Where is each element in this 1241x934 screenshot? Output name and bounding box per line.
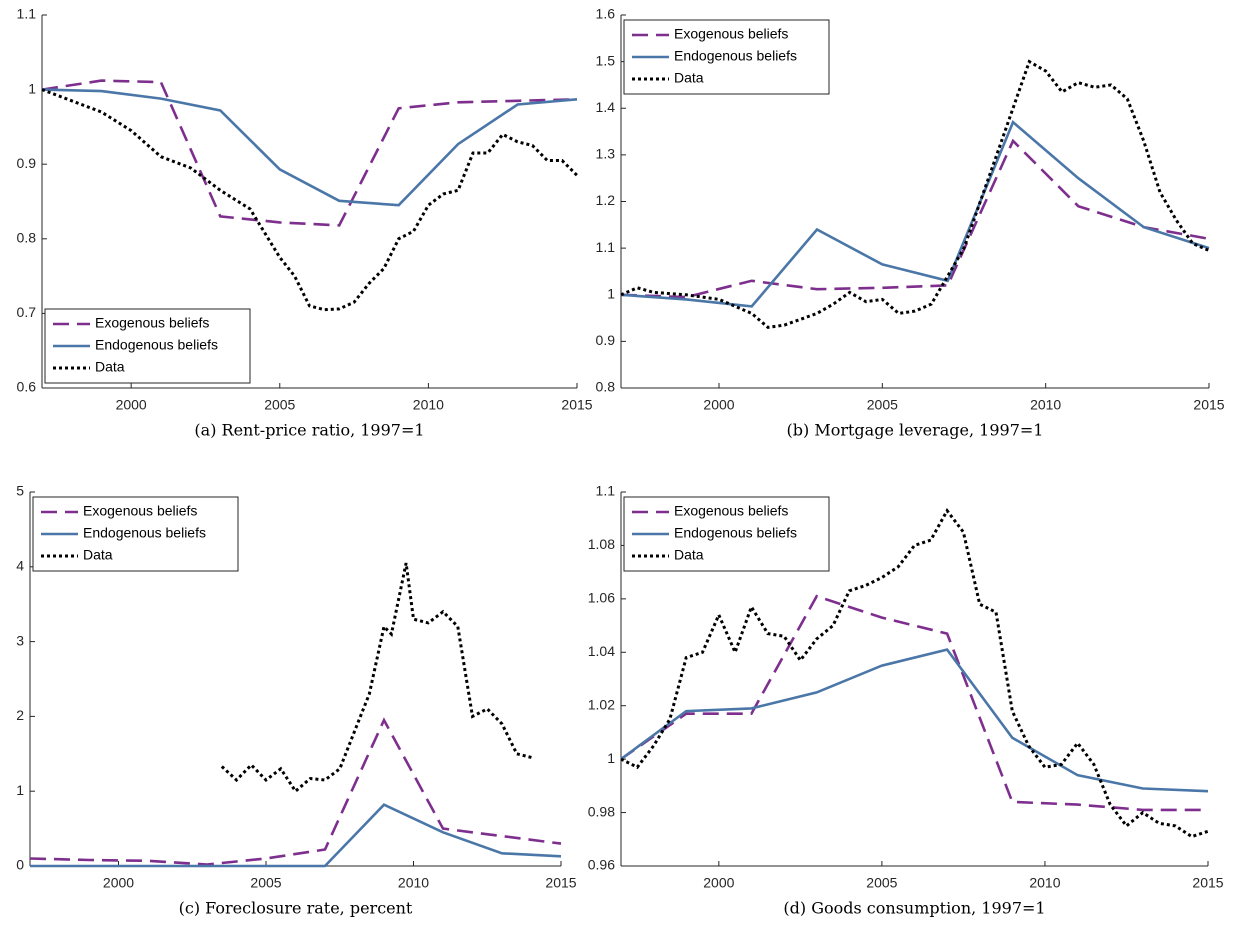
legend-label: Endogenous beliefs bbox=[674, 525, 797, 541]
panel: 0.8 0.9 1 1.1 1.2 1.3 1.4 1.5 1.6 2000 2005 2010 201… bbox=[596, 6, 1225, 440]
x-tick-label: 2005 bbox=[264, 397, 295, 413]
y-tick-label: 1.1 bbox=[596, 483, 616, 499]
y-tick-label: 1.5 bbox=[596, 52, 616, 68]
x-tick-label: 2000 bbox=[703, 875, 734, 891]
legend-label: Endogenous beliefs bbox=[674, 48, 797, 64]
y-tick-label: 1.4 bbox=[596, 99, 616, 115]
legend-label: Exogenous beliefs bbox=[674, 503, 788, 519]
series-line bbox=[41, 88, 578, 207]
y-tick-label: 0.8 bbox=[596, 379, 616, 395]
caption: (c) Foreclosure rate, percent bbox=[179, 899, 413, 918]
x-tick-label: 2010 bbox=[1030, 397, 1061, 413]
y-tick-label: 1.3 bbox=[596, 146, 616, 162]
y-tick-label: 1.02 bbox=[588, 696, 615, 712]
y-tick-label: 1.04 bbox=[588, 643, 615, 659]
panel: 0.6 0.7 0.8 0.9 1 1.1 2000 2005 2010 2015 Exogenou… bbox=[17, 6, 593, 440]
legend-label: Exogenous beliefs bbox=[674, 26, 788, 42]
x-tick-label: 2005 bbox=[867, 397, 898, 413]
x-tick-label: 2005 bbox=[866, 875, 897, 891]
legend-label: Data bbox=[674, 547, 704, 563]
y-tick-label: 5 bbox=[16, 483, 24, 499]
legend-label: Exogenous beliefs bbox=[95, 315, 209, 331]
series-line bbox=[620, 138, 1210, 299]
y-tick-label: 1.1 bbox=[596, 239, 616, 255]
series-line bbox=[220, 562, 532, 794]
x-tick-label: 2000 bbox=[703, 397, 734, 413]
x-tick-label: 2000 bbox=[116, 397, 147, 413]
y-tick-label: 1 bbox=[607, 750, 615, 766]
panel: 0.96 0.98 1 1.02 1.04 1.06 1.08 1.1 2000 2005 2010… bbox=[588, 483, 1224, 918]
y-tick-label: 0.98 bbox=[588, 803, 615, 819]
series-line bbox=[620, 120, 1210, 308]
y-tick-label: 3 bbox=[16, 632, 24, 648]
x-tick-label: 2005 bbox=[250, 875, 281, 891]
series-line bbox=[620, 507, 1209, 839]
y-tick-label: 1.08 bbox=[588, 536, 615, 552]
y-tick-label: 1 bbox=[16, 782, 24, 798]
legend-label: Data bbox=[674, 70, 704, 86]
y-tick-label: 0.9 bbox=[596, 332, 616, 348]
y-tick-label: 1.6 bbox=[596, 6, 616, 22]
y-tick-label: 1 bbox=[607, 285, 615, 301]
caption: (a) Rent-price ratio, 1997=1 bbox=[194, 421, 424, 440]
x-tick-label: 2010 bbox=[1029, 875, 1060, 891]
x-tick-label: 2015 bbox=[561, 397, 592, 413]
legend-label: Data bbox=[83, 547, 113, 563]
caption: (b) Mortgage leverage, 1997=1 bbox=[787, 421, 1044, 440]
y-tick-label: 1.1 bbox=[17, 6, 37, 22]
legend-label: Endogenous beliefs bbox=[95, 337, 218, 353]
series-line bbox=[620, 594, 1208, 812]
legend-label: Exogenous beliefs bbox=[83, 503, 197, 519]
y-tick-label: 0.7 bbox=[17, 304, 37, 320]
y-tick-label: 0 bbox=[16, 857, 24, 873]
x-tick-label: 2015 bbox=[1192, 875, 1223, 891]
series-line bbox=[30, 803, 562, 868]
series-line bbox=[41, 79, 578, 227]
y-tick-label: 0.6 bbox=[17, 379, 37, 395]
caption: (d) Goods consumption, 1997=1 bbox=[783, 899, 1045, 918]
y-tick-label: 1 bbox=[28, 80, 36, 96]
x-tick-label: 2010 bbox=[413, 397, 444, 413]
x-tick-label: 2000 bbox=[103, 875, 134, 891]
y-tick-label: 1.06 bbox=[588, 590, 615, 606]
x-tick-label: 2015 bbox=[545, 875, 576, 891]
y-tick-label: 4 bbox=[16, 558, 24, 574]
y-tick-label: 2 bbox=[16, 707, 24, 723]
y-tick-label: 1.2 bbox=[596, 192, 616, 208]
series-line bbox=[620, 648, 1209, 793]
panel: 0 1 2 3 4 5 2000 2005 2010 2015 Exogenous beliefs E… bbox=[16, 483, 577, 918]
y-tick-label: 0.8 bbox=[17, 230, 37, 246]
legend-label: Endogenous beliefs bbox=[83, 525, 206, 541]
legend-label: Data bbox=[95, 359, 125, 375]
series-line bbox=[41, 88, 579, 312]
x-tick-label: 2010 bbox=[398, 875, 429, 891]
y-tick-label: 0.9 bbox=[17, 155, 37, 171]
y-tick-label: 0.96 bbox=[588, 857, 615, 873]
series-line bbox=[29, 717, 562, 866]
x-tick-label: 2015 bbox=[1193, 397, 1224, 413]
